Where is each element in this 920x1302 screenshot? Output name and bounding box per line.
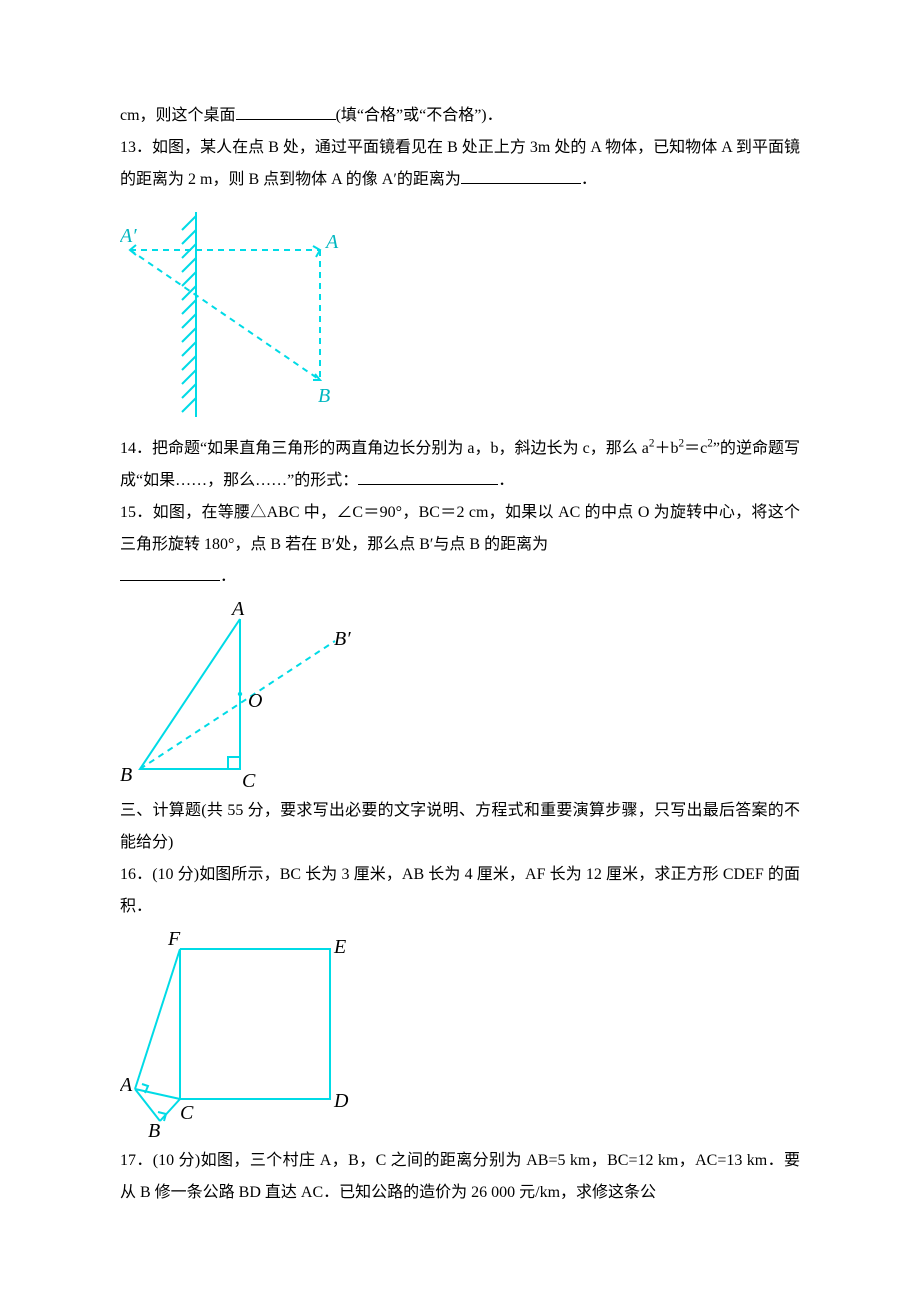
q13-blank: [461, 167, 581, 184]
svg-text:B′: B′: [334, 628, 351, 650]
q13-svg: A′ A B: [120, 202, 360, 427]
q15-blank: [120, 564, 220, 581]
q14-text: 14．把命题“如果直角三角形的两直角边长分别为 a，b，斜边长为 c，那么 a2…: [120, 433, 800, 497]
svg-text:A: A: [230, 599, 245, 620]
q15-a: 15．如图，在等腰△ABC 中，∠C＝90°，BC＝2 cm，如果以 AC 的中…: [120, 504, 800, 553]
q14-a: 14．把命题“如果直角三角形的两直角边长分别为 a，b，斜边长为 c，那么 a: [120, 440, 649, 457]
q12-a: cm，则这个桌面: [120, 107, 236, 124]
q16-svg: F E D C A B: [120, 929, 360, 1139]
q15-end: ．: [220, 568, 236, 585]
q13-figure: A′ A B: [120, 202, 800, 427]
svg-text:B: B: [120, 764, 132, 786]
q14-c: ＝c: [684, 440, 707, 457]
q16-figure: F E D C A B: [120, 929, 800, 1139]
svg-text:A: A: [324, 231, 339, 253]
svg-text:B: B: [318, 385, 330, 407]
svg-text:A′: A′: [120, 225, 137, 247]
svg-text:A: A: [120, 1074, 133, 1096]
q13-text: 13．如图，某人在点 B 处，通过平面镜看见在 B 处正上方 3m 处的 A 物…: [120, 132, 800, 196]
q12-b: (填“合格”或“不合格”)．: [336, 107, 503, 124]
q14-end: ．: [498, 472, 514, 489]
sec3-heading: 三、计算题(共 55 分，要求写出必要的文字说明、方程式和重要演算步骤，只写出最…: [120, 795, 800, 859]
q17-text: 17．(10 分)如图，三个村庄 A，B，C 之间的距离分别为 AB=5 km，…: [120, 1145, 800, 1209]
svg-text:O: O: [248, 690, 262, 712]
q12-blank: [236, 103, 336, 120]
q15-text: 15．如图，在等腰△ABC 中，∠C＝90°，BC＝2 cm，如果以 AC 的中…: [120, 497, 800, 593]
q12-text: cm，则这个桌面 (填“合格”或“不合格”)．: [120, 100, 800, 132]
svg-text:F: F: [167, 929, 181, 950]
q13-end: ．: [581, 171, 597, 188]
svg-text:B: B: [148, 1120, 160, 1139]
page: cm，则这个桌面 (填“合格”或“不合格”)． 13．如图，某人在点 B 处，通过…: [0, 0, 920, 1302]
q15-figure: A B′ O B C: [120, 599, 800, 789]
svg-text:E: E: [333, 936, 346, 958]
q14-b: ＋b: [654, 440, 678, 457]
svg-text:C: C: [180, 1102, 194, 1124]
q15-svg: A B′ O B C: [120, 599, 360, 789]
q14-blank: [358, 468, 498, 485]
svg-text:C: C: [242, 770, 256, 789]
q16-text: 16．(10 分)如图所示，BC 长为 3 厘米，AB 长为 4 厘米，AF 长…: [120, 859, 800, 923]
svg-text:D: D: [333, 1090, 349, 1112]
